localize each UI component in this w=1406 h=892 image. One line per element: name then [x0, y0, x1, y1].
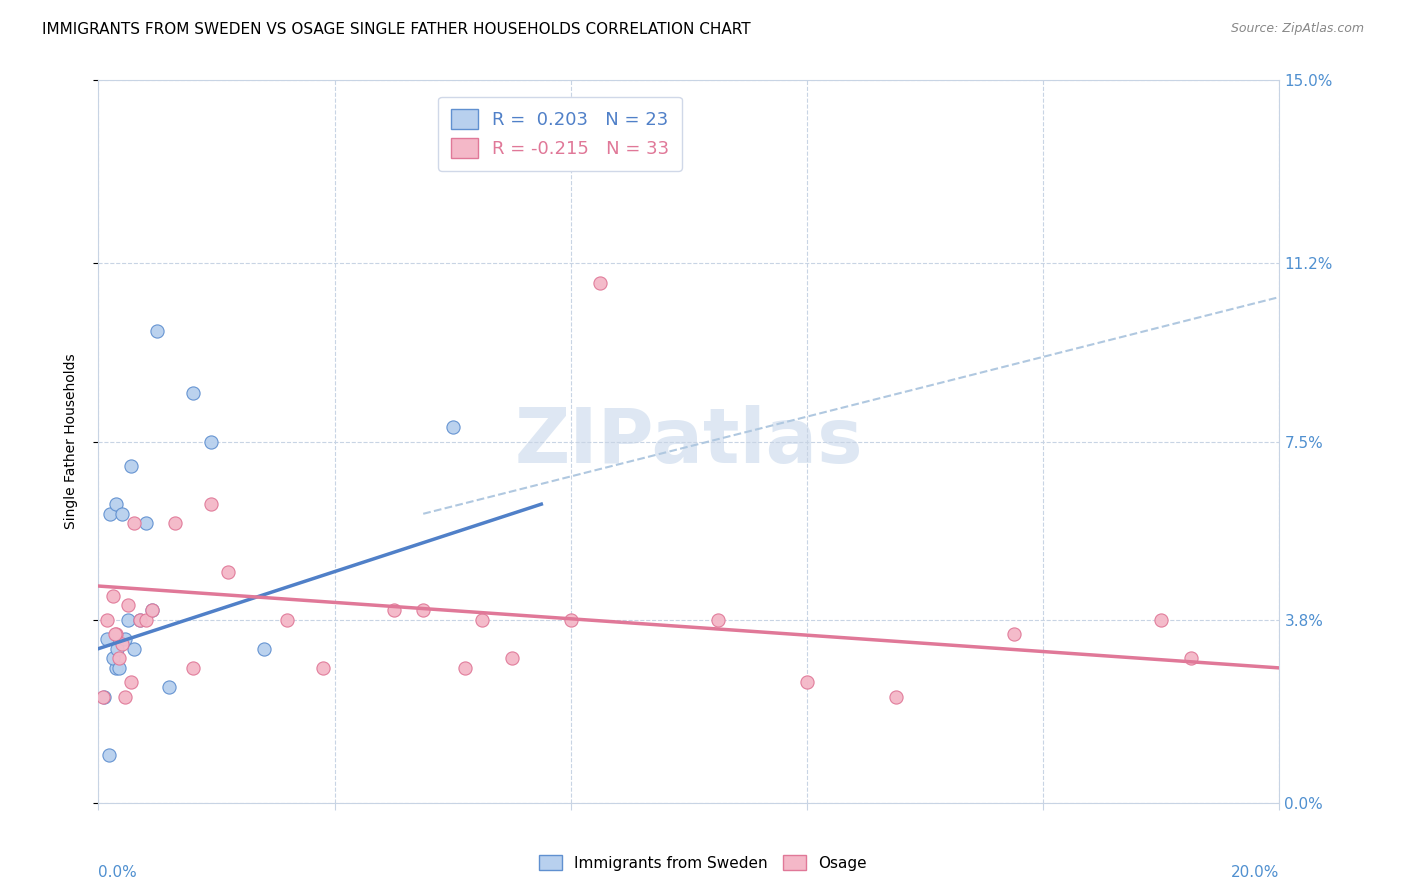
Text: 20.0%: 20.0% [1232, 865, 1279, 880]
Point [157, 680, 180, 694]
Point [1180, 651, 1202, 665]
Point [105, 661, 128, 675]
Point [104, 627, 127, 641]
Point [501, 651, 523, 665]
Point [217, 565, 239, 579]
Point [120, 675, 142, 690]
Point [114, 690, 136, 704]
Point [707, 613, 730, 627]
Point [105, 627, 128, 641]
Y-axis label: Single Father Households: Single Father Households [63, 354, 77, 529]
Point [560, 613, 582, 627]
Point [1150, 613, 1173, 627]
Point [108, 651, 131, 665]
Point [276, 613, 298, 627]
Legend: R =  0.203   N = 23, R = -0.215   N = 33: R = 0.203 N = 23, R = -0.215 N = 33 [439, 96, 682, 170]
Point [128, 613, 150, 627]
Point [103, 589, 125, 603]
Point [128, 613, 150, 627]
Point [114, 632, 136, 646]
Point [884, 690, 907, 704]
Point [253, 641, 276, 656]
Point [111, 507, 134, 521]
Text: 0.0%: 0.0% [98, 865, 138, 880]
Legend: Immigrants from Sweden, Osage: Immigrants from Sweden, Osage [530, 846, 876, 880]
Point [146, 324, 169, 338]
Point [412, 603, 434, 617]
Point [796, 675, 818, 690]
Point [141, 603, 163, 617]
Point [122, 516, 145, 531]
Point [382, 603, 405, 617]
Point [96, 632, 118, 646]
Point [105, 641, 128, 656]
Point [117, 613, 139, 627]
Point [91, 690, 114, 704]
Point [93, 690, 115, 704]
Point [120, 458, 142, 473]
Point [122, 641, 145, 656]
Point [98, 507, 121, 521]
Point [103, 651, 125, 665]
Point [141, 603, 163, 617]
Point [165, 516, 187, 531]
Point [181, 661, 204, 675]
Point [105, 497, 128, 511]
Point [181, 386, 204, 401]
Point [135, 613, 157, 627]
Point [96, 613, 118, 627]
Point [98, 747, 121, 762]
Text: IMMIGRANTS FROM SWEDEN VS OSAGE SINGLE FATHER HOUSEHOLDS CORRELATION CHART: IMMIGRANTS FROM SWEDEN VS OSAGE SINGLE F… [42, 22, 751, 37]
Point [453, 661, 475, 675]
Point [312, 661, 335, 675]
Point [589, 276, 612, 290]
Point [200, 434, 222, 449]
Point [117, 599, 139, 613]
Text: Source: ZipAtlas.com: Source: ZipAtlas.com [1230, 22, 1364, 36]
Point [200, 497, 222, 511]
Point [111, 637, 134, 651]
Point [135, 516, 157, 531]
Point [471, 613, 494, 627]
Point [108, 661, 131, 675]
Text: ZIPatlas: ZIPatlas [515, 405, 863, 478]
Point [1002, 627, 1025, 641]
Point [441, 420, 464, 434]
